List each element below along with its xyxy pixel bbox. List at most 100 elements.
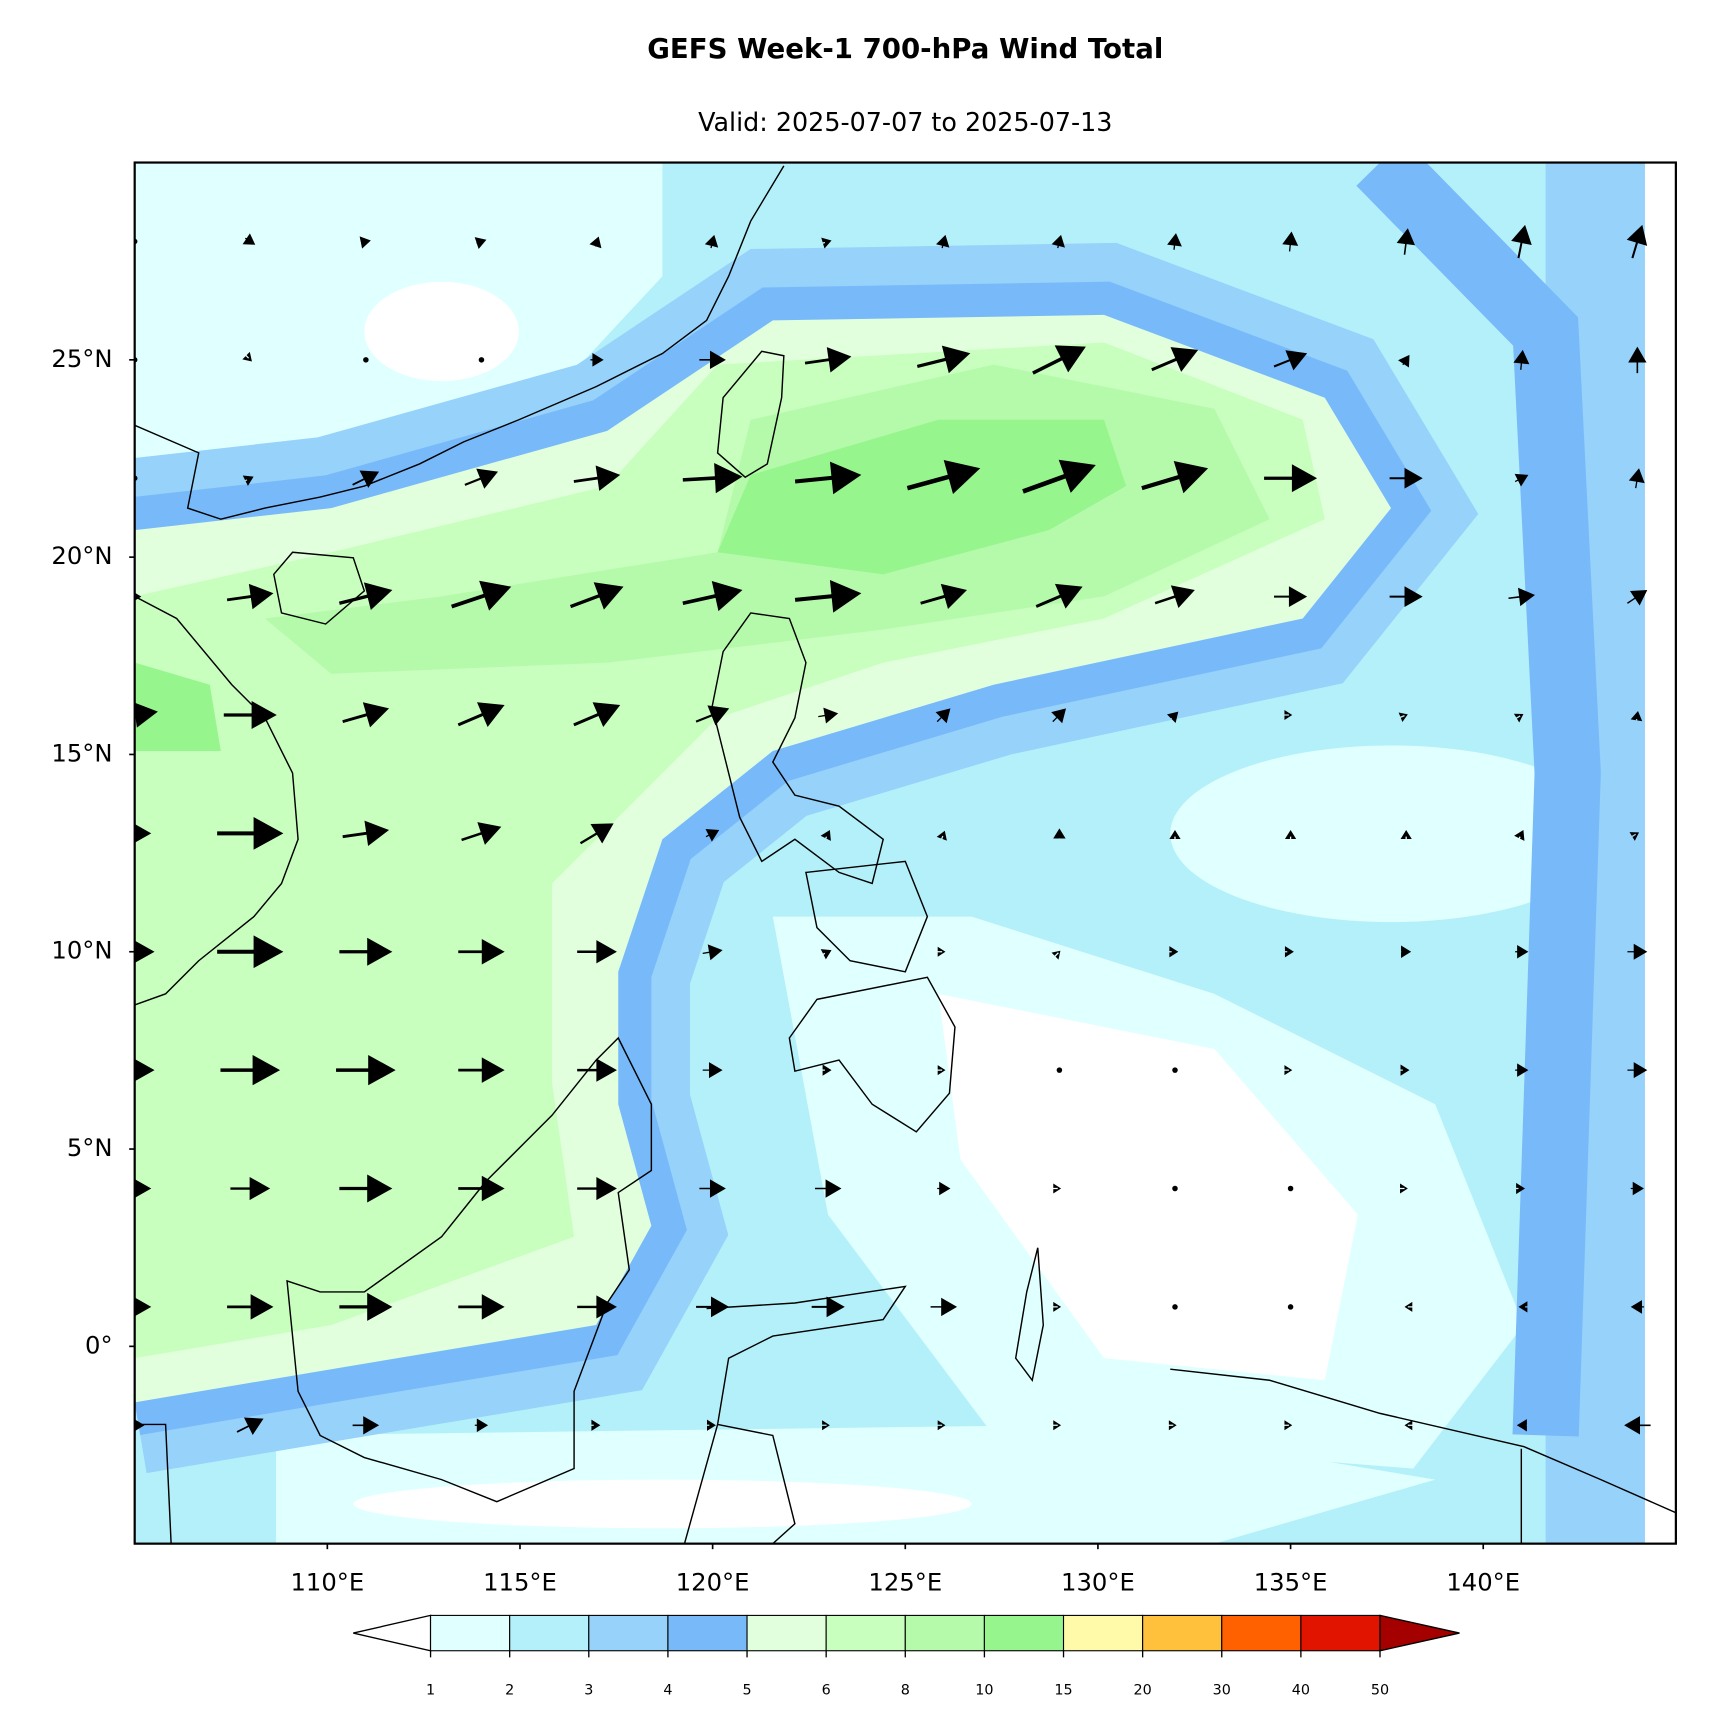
wind-vector: [702, 1062, 723, 1079]
wind-vector: [1398, 354, 1410, 368]
shade-region: [938, 993, 1358, 1381]
colorbar-tick-label: 15: [1054, 1682, 1072, 1698]
wind-vector: [1389, 467, 1423, 489]
wind-vector: [1401, 945, 1412, 958]
wind-vector: [820, 830, 831, 841]
wind-vector: [699, 1179, 726, 1198]
wind-vector: [682, 462, 743, 494]
x-tick-label: 135°E: [1254, 1567, 1328, 1596]
x-tick-label: 115°E: [483, 1567, 557, 1596]
wind-vector: [696, 1296, 730, 1318]
shade-region: [1644, 162, 1676, 1544]
wind-vector: [1282, 231, 1299, 252]
wind-vector: [1514, 830, 1525, 841]
x-tick-label: 110°E: [290, 1567, 364, 1596]
wind-vector: [1404, 1420, 1413, 1431]
wind-vector: [1400, 1183, 1408, 1194]
wind-vector: [1628, 346, 1647, 374]
wind-vector: [1630, 711, 1643, 722]
wind-vector: [1627, 589, 1648, 606]
wind-vector: [577, 1176, 617, 1201]
y-tick-label: 5°N: [67, 1133, 113, 1162]
wind-vector: [226, 583, 274, 610]
wind-vector: [705, 829, 720, 842]
wind-vector: [937, 946, 946, 957]
wind-vector: [569, 582, 624, 610]
wind-vector: [458, 1057, 505, 1083]
wind-vector: [342, 702, 390, 728]
wind-vector: [363, 357, 369, 363]
wind-vector: [1508, 587, 1536, 607]
wind-vector: [935, 708, 951, 724]
colorbar-tick-label: 50: [1371, 1682, 1389, 1698]
y-tick-label: 25°N: [51, 344, 112, 373]
wind-vector: [1515, 1063, 1529, 1077]
wind-vector: [461, 822, 502, 845]
wind-vector: [1627, 1062, 1648, 1079]
wind-vector: [134, 702, 158, 728]
wind-vector: [1630, 1181, 1644, 1196]
coastline: [286, 1036, 653, 1503]
wind-vector: [359, 236, 371, 249]
colorbar-tick-label: 8: [901, 1682, 910, 1698]
wind-vector: [336, 1054, 396, 1086]
wind-vector: [1624, 1416, 1651, 1435]
wind-vector: [1630, 1300, 1644, 1314]
wind-vector: [457, 702, 505, 728]
wind-vector: [1166, 711, 1179, 723]
coastline: [683, 1285, 907, 1544]
wind-vector: [134, 1419, 145, 1432]
wind-vector: [916, 345, 971, 374]
subtitle: Valid: 2025-07-07 to 2025-07-13: [698, 107, 1112, 137]
wind-vector: [242, 475, 254, 486]
colorbar-cell: [1062, 1614, 1144, 1652]
wind-vector: [458, 1175, 505, 1202]
wind-vector: [1400, 830, 1412, 839]
wind-vector: [134, 940, 155, 963]
colorbar-cell: [746, 1614, 827, 1652]
wind-vector: [822, 1064, 832, 1076]
wind-vector: [1284, 709, 1293, 720]
coastlines: [134, 165, 1676, 1544]
wind-vector: [1151, 347, 1199, 372]
colorbar-cell: [1142, 1614, 1223, 1652]
colorbar-cell: [509, 1614, 590, 1652]
wind-vector: [821, 237, 832, 249]
wind-vector: [820, 949, 832, 960]
y-tick-label: 20°N: [51, 541, 112, 570]
coastline: [134, 165, 785, 520]
wind-vector: [1396, 228, 1415, 255]
wind-vector: [478, 357, 485, 363]
wind-vector: [1628, 468, 1645, 489]
wind-vector: [1172, 1304, 1178, 1310]
wind-vector: [1514, 473, 1529, 487]
wind-vector: [242, 233, 256, 245]
wind-vector: [217, 817, 284, 850]
wind-vector: [804, 347, 852, 373]
wind-vector: [227, 1294, 274, 1320]
wind-vector: [1141, 460, 1209, 494]
wind-vector: [1169, 830, 1181, 839]
wind-vector: [1274, 586, 1308, 607]
wind-vector: [236, 1417, 264, 1435]
wind-vector: [217, 935, 284, 969]
wind-vector: [1264, 464, 1318, 493]
colorbar-tick-label: 4: [663, 1682, 672, 1698]
wind-vector: [794, 579, 862, 613]
wind-vector: [579, 823, 614, 845]
wind-vector: [342, 820, 390, 847]
wind-vector: [1273, 350, 1308, 371]
wind-vector: [1056, 1067, 1063, 1073]
wind-vector: [1172, 1067, 1178, 1073]
wind-vector: [1516, 1182, 1526, 1195]
wind-vector: [577, 1058, 617, 1082]
colorbar-tick-label: 6: [822, 1682, 831, 1698]
wind-vector: [1284, 830, 1297, 839]
wind-vector: [937, 1181, 951, 1196]
wind-vector: [474, 1418, 489, 1433]
wind-vector: [707, 1419, 716, 1431]
wind-vector: [1518, 1301, 1528, 1313]
wind-vector: [1513, 713, 1524, 723]
wind-vector: [451, 580, 512, 611]
wind-vector: [1022, 459, 1096, 494]
